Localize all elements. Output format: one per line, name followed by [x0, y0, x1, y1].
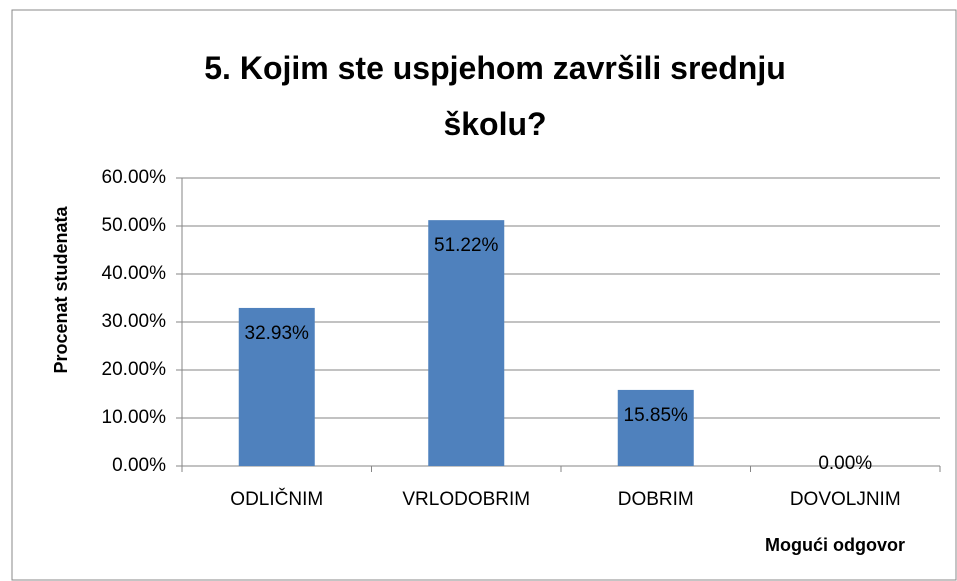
- x-tick-label: DOBRIM: [618, 489, 694, 510]
- y-tick-label: 0.00%: [112, 455, 166, 476]
- data-label: 32.93%: [245, 323, 310, 344]
- x-axis-title: Mogući odgovor: [765, 535, 905, 555]
- y-tick-label: 40.00%: [102, 263, 167, 284]
- x-tick-label: VRLODOBRIM: [402, 489, 530, 510]
- chart-title: 5. Kojim ste uspjehom završili srednju š…: [204, 50, 786, 142]
- title-box: 5. Kojim ste uspjehom završili srednju š…: [204, 50, 786, 142]
- bar: [238, 307, 315, 466]
- data-label: 51.22%: [434, 235, 499, 256]
- x-tick-label: DOVOLJNIM: [790, 489, 901, 510]
- data-label: 15.85%: [624, 405, 689, 426]
- bar: [617, 389, 694, 466]
- bar: [428, 220, 505, 466]
- y-tick-label: 60.00%: [102, 167, 167, 188]
- y-tick-label: 20.00%: [102, 359, 167, 380]
- y-tick-label: 30.00%: [102, 311, 167, 332]
- data-label: 0.00%: [818, 453, 872, 474]
- y-axis-title: Procenat studenata: [51, 205, 71, 373]
- y-tick-label: 50.00%: [102, 215, 167, 236]
- x-tick-label: ODLIČNIM: [230, 488, 323, 510]
- y-tick-label: 10.00%: [102, 407, 167, 428]
